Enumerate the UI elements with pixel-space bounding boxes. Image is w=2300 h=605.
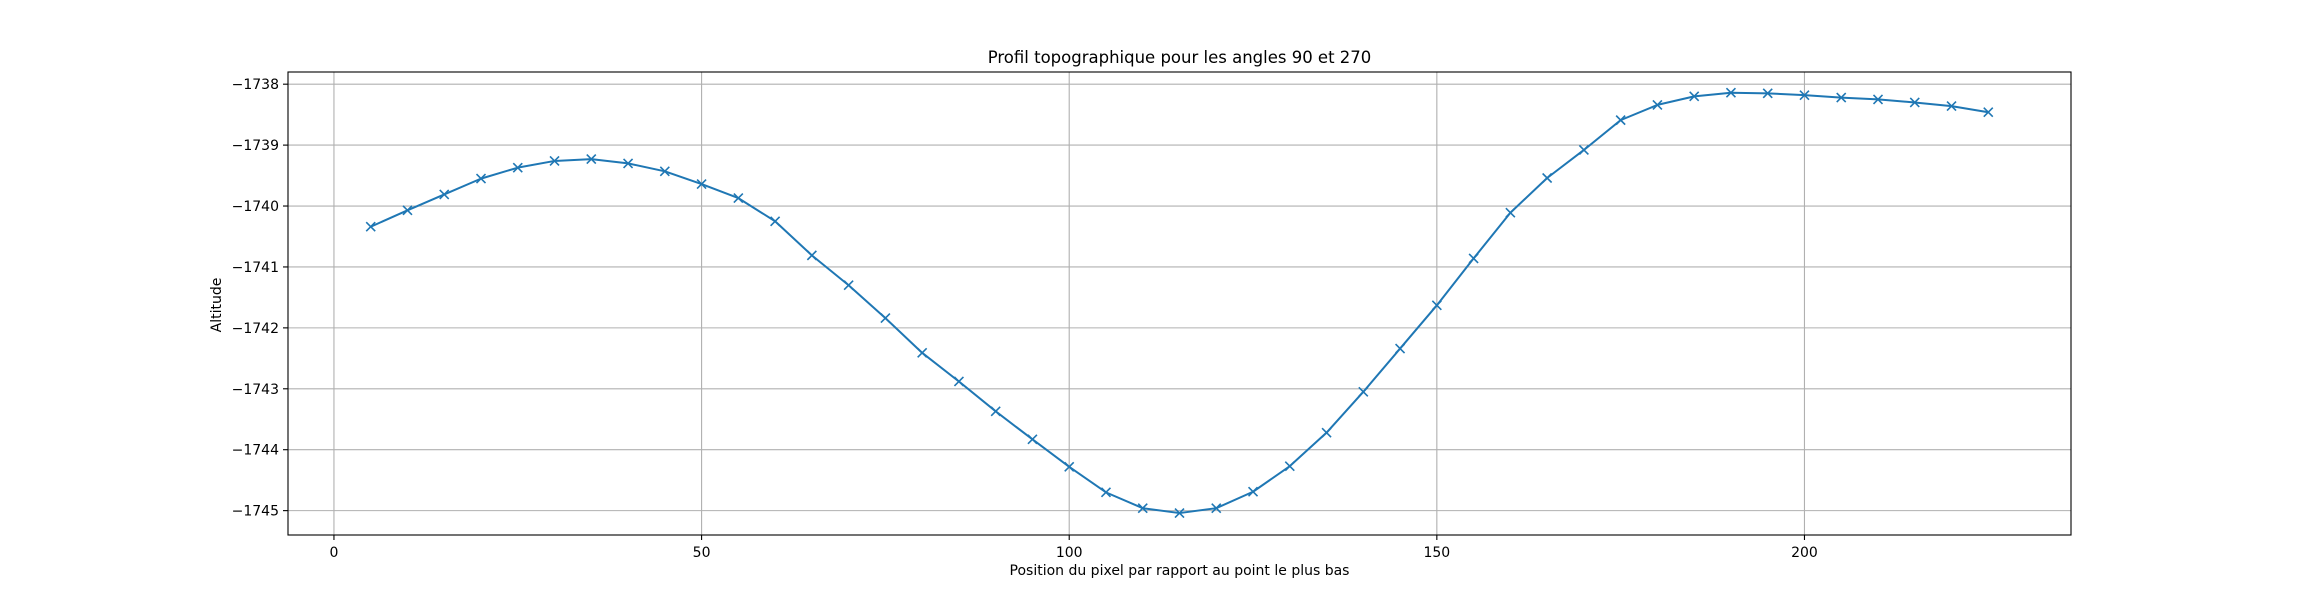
- data-point-marker: [1652, 99, 1663, 110]
- ticks: 0 50 100 150 200 −1745 −1744 −1743 −1742 −1741 −17…: [232, 77, 1818, 561]
- data-point-marker: [1358, 386, 1369, 397]
- data-point-marker: [1909, 97, 1920, 108]
- y-tick-label: −1744: [232, 443, 279, 459]
- data-point-marker: [439, 189, 450, 200]
- data-point-marker: [1321, 427, 1332, 438]
- data-point-marker: [1064, 461, 1075, 472]
- data-point-marker: [549, 155, 560, 167]
- series-layer: [365, 87, 1994, 519]
- data-point-marker: [990, 406, 1001, 417]
- plot-frame: [287, 71, 2072, 536]
- data-point-marker: [1799, 90, 1810, 101]
- data-point-marker: [1505, 207, 1516, 218]
- data-point-marker: [843, 280, 854, 291]
- data-point-marker: [1395, 343, 1406, 354]
- y-tick-label: −1740: [232, 199, 279, 215]
- data-point-marker: [770, 216, 781, 227]
- data-point-marker: [1137, 503, 1148, 514]
- data-point-marker: [1689, 91, 1700, 102]
- data-point-marker: [1983, 107, 1994, 118]
- data-point-marker: [586, 154, 597, 165]
- data-point-marker: [806, 250, 817, 261]
- data-point-marker: [1174, 508, 1185, 519]
- data-point-marker: [1946, 101, 1957, 112]
- y-tick-label: −1738: [232, 77, 279, 93]
- data-point-marker: [1027, 434, 1038, 445]
- x-tick-label: 50: [693, 545, 711, 561]
- data-point-marker: [1542, 172, 1553, 184]
- data-point-marker: [1431, 300, 1442, 311]
- data-point-marker: [1725, 87, 1737, 98]
- data-point-marker: [1284, 461, 1295, 472]
- data-point-marker: [1211, 503, 1222, 514]
- data-point-marker: [365, 221, 376, 232]
- data-point-marker: [880, 313, 891, 324]
- data-point-marker: [622, 158, 634, 169]
- data-point-marker: [1100, 487, 1112, 498]
- data-point-marker: [1468, 253, 1479, 264]
- data-point-marker: [1872, 94, 1884, 105]
- data-point-marker: [1247, 486, 1259, 497]
- x-tick-label: 100: [1056, 545, 1083, 561]
- x-tick-label: 0: [329, 545, 338, 561]
- y-tick-label: −1745: [232, 504, 279, 520]
- data-point-marker: [917, 347, 928, 358]
- x-tick-label: 200: [1791, 545, 1818, 561]
- y-tick-label: −1742: [232, 321, 279, 337]
- data-point-marker: [475, 173, 487, 184]
- data-point-marker: [1762, 88, 1773, 99]
- data-point-marker: [1836, 92, 1847, 103]
- data-point-marker: [733, 193, 744, 204]
- data-point-marker: [512, 162, 523, 173]
- x-axis-label: Position du pixel par rapport au point l…: [1010, 563, 1350, 579]
- y-axis-label: Altitude: [209, 278, 225, 333]
- data-point-marker: [953, 376, 964, 387]
- y-tick-label: −1741: [232, 260, 279, 276]
- data-point-marker: [1578, 144, 1589, 156]
- y-tick-label: −1739: [232, 138, 279, 154]
- x-tick-label: 150: [1423, 545, 1450, 561]
- data-point-marker: [402, 205, 413, 216]
- data-point-marker: [1615, 115, 1626, 126]
- data-point-marker: [659, 166, 670, 177]
- chart-title: Profil topographique pour les angles 90 …: [988, 48, 1372, 67]
- grid: [288, 72, 2071, 535]
- data-point-marker: [696, 179, 707, 190]
- y-tick-label: −1743: [232, 382, 279, 398]
